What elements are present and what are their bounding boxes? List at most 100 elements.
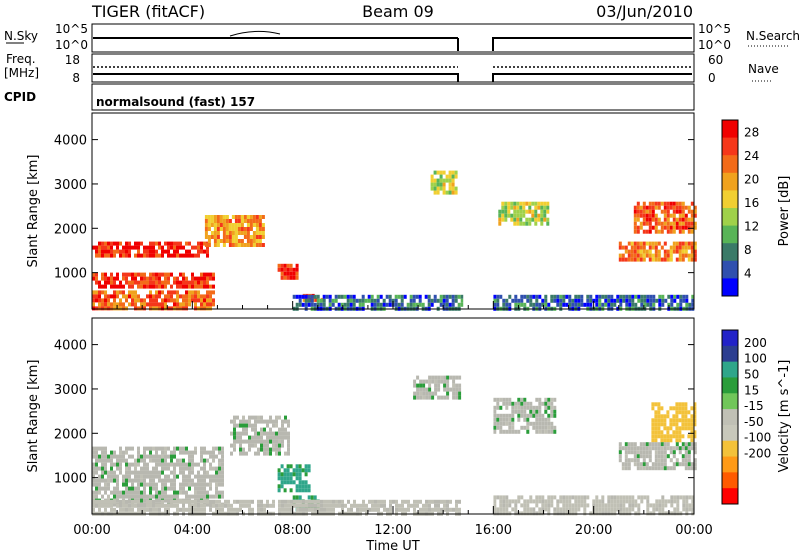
scatter-cell bbox=[541, 499, 545, 504]
scatter-cell bbox=[104, 446, 107, 451]
scatter-cell bbox=[212, 298, 215, 303]
scatter-cell bbox=[510, 217, 514, 222]
x-tick-label: 20:00 bbox=[575, 523, 612, 538]
scatter-cell bbox=[101, 253, 104, 258]
scatter-cell bbox=[663, 205, 667, 210]
scatter-cell bbox=[538, 425, 542, 430]
scatter-cell bbox=[113, 298, 116, 303]
scatter-cell bbox=[182, 446, 185, 451]
scatter-cell bbox=[526, 425, 530, 430]
nave-tick-top: 60 bbox=[708, 53, 723, 67]
scatter-cell bbox=[209, 298, 212, 303]
scatter-cell bbox=[657, 406, 661, 411]
scatter-cell bbox=[173, 241, 176, 246]
scatter-cell bbox=[119, 280, 122, 285]
scatter-cell bbox=[146, 253, 149, 258]
scatter-cell bbox=[234, 235, 238, 239]
scatter-cell bbox=[140, 507, 143, 512]
scatter-cell bbox=[143, 454, 146, 459]
scatter-cell bbox=[636, 257, 640, 262]
scatter-cell bbox=[624, 257, 628, 262]
scatter-cell bbox=[209, 290, 212, 295]
scatter-cell bbox=[394, 302, 398, 307]
scatter-cell bbox=[454, 186, 458, 191]
scatter-cell bbox=[301, 480, 305, 485]
scatter-cell bbox=[522, 205, 526, 210]
scatter-cell bbox=[499, 413, 503, 418]
scatter-cell bbox=[535, 298, 539, 303]
scatter-cell bbox=[672, 205, 676, 210]
scatter-cell bbox=[537, 217, 541, 222]
scatter-cell bbox=[577, 507, 581, 512]
scatter-cell bbox=[233, 427, 236, 432]
scatter-cell bbox=[633, 241, 637, 246]
scatter-cell bbox=[380, 503, 383, 508]
scatter-cell bbox=[281, 423, 284, 428]
scatter-cell bbox=[95, 290, 98, 295]
scatter-cell bbox=[164, 276, 167, 281]
scatter-cell bbox=[164, 302, 167, 307]
scatter-cell bbox=[292, 472, 296, 477]
scatter-cell bbox=[654, 225, 658, 230]
scatter-cell bbox=[520, 298, 524, 303]
scatter-cell bbox=[149, 490, 152, 495]
scatter-cell bbox=[137, 462, 140, 467]
scatter-cell bbox=[313, 495, 317, 500]
scatter-cell bbox=[550, 298, 554, 303]
scatter-cell bbox=[218, 450, 221, 455]
scatter-cell bbox=[499, 425, 503, 430]
scatter-cell bbox=[670, 499, 674, 504]
scatter-cell bbox=[687, 422, 691, 427]
scatter-cell bbox=[251, 439, 254, 444]
scatter-cell bbox=[416, 395, 420, 400]
scatter-cell bbox=[286, 468, 290, 473]
colorbar-swatch bbox=[722, 440, 738, 458]
scatter-cell bbox=[125, 474, 128, 479]
scatter-cell bbox=[525, 209, 529, 214]
scatter-cell bbox=[158, 294, 161, 299]
scatter-cell bbox=[182, 490, 185, 495]
scatter-cell bbox=[188, 253, 191, 258]
scatter-cell bbox=[131, 290, 134, 295]
scatter-cell bbox=[143, 507, 146, 512]
scatter-cell bbox=[525, 217, 529, 222]
scatter-cell bbox=[316, 302, 320, 307]
scatter-cell bbox=[113, 474, 116, 479]
scatter-cell bbox=[622, 294, 626, 299]
scatter-cell bbox=[179, 284, 182, 289]
scatter-cell bbox=[125, 499, 128, 504]
scatter-cell bbox=[155, 276, 158, 281]
scatter-cell bbox=[526, 401, 530, 406]
scatter-cell bbox=[400, 294, 404, 299]
scatter-cell bbox=[248, 423, 251, 428]
scatter-cell bbox=[243, 231, 247, 235]
scatter-cell bbox=[272, 435, 275, 440]
scatter-cell bbox=[140, 280, 143, 285]
scatter-cell bbox=[281, 499, 284, 504]
scatter-cell bbox=[517, 499, 521, 504]
scatter-cell bbox=[191, 284, 194, 289]
scatter-cell bbox=[654, 229, 658, 234]
scatter-cell bbox=[206, 290, 209, 295]
scatter-cell bbox=[672, 446, 676, 451]
scatter-cell bbox=[663, 434, 667, 439]
nave-tick-bottom: 0 bbox=[708, 71, 716, 85]
scatter-cell bbox=[669, 213, 673, 218]
scatter-cell bbox=[122, 253, 125, 258]
scatter-cell bbox=[140, 466, 143, 471]
scatter-cell bbox=[448, 174, 452, 179]
scatter-cell bbox=[249, 239, 253, 243]
scatter-cell bbox=[113, 253, 116, 258]
scatter-cell bbox=[158, 454, 161, 459]
scatter-cell bbox=[221, 474, 224, 479]
nsearch-label: N.Search bbox=[746, 29, 800, 43]
scatter-cell bbox=[331, 298, 335, 303]
scatter-cell bbox=[546, 205, 550, 210]
scatter-cell bbox=[673, 507, 677, 512]
scatter-cell bbox=[116, 494, 119, 499]
scatter-cell bbox=[672, 454, 676, 459]
scatter-cell bbox=[158, 290, 161, 295]
scatter-cell bbox=[203, 298, 206, 303]
scatter-cell bbox=[538, 294, 542, 299]
